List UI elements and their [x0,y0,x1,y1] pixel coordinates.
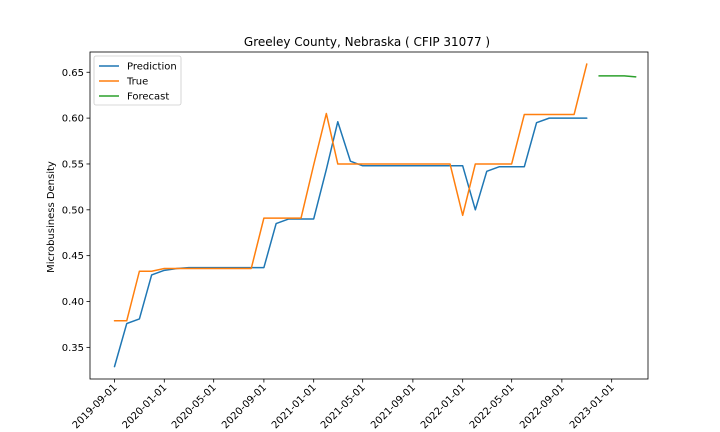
legend-label-true: True [126,77,148,88]
y-tick-label: 0.60 [62,114,84,125]
y-tick-label: 0.55 [62,159,84,170]
series-line-true [113,63,588,322]
plot-area [113,63,637,368]
series-line-forecast [598,75,637,78]
x-tick-label: 2020-01-01 [121,382,170,431]
x-tick-label: 2020-05-01 [170,382,219,431]
legend: Prediction True Forecast [93,55,182,106]
x-tick-label: 2023-01-01 [568,382,617,431]
x-tick-label: 2021-09-01 [369,382,418,431]
y-axis: 0.35 0.40 0.45 0.50 0.55 0.60 0.65 [62,68,90,354]
x-tick-label: 2020-09-01 [220,382,269,431]
y-tick-label: 0.40 [62,297,84,308]
y-tick-label: 0.35 [62,343,84,354]
y-axis-label: Microbusiness Density [46,161,57,273]
x-tick-label: 2019-09-01 [71,382,120,431]
series-line-prediction [113,117,588,368]
chart-title: Greeley County, Nebraska ( CFIP 31077 ) [244,35,490,49]
legend-label-forecast: Forecast [127,92,169,103]
axes-frame [89,51,649,380]
x-tick-label: 2022-05-01 [468,382,517,431]
x-axis: 2019-09-01 2020-01-01 2020-05-01 2020-09-01… [71,379,617,431]
x-tick-label: 2022-01-01 [419,382,468,431]
x-tick-label: 2022-09-01 [518,382,567,431]
y-tick-label: 0.45 [62,251,84,262]
legend-box [93,55,182,106]
y-tick-label: 0.50 [62,205,84,216]
x-tick-label: 2021-05-01 [319,382,368,431]
legend-label-prediction: Prediction [127,62,177,73]
y-tick-label: 0.65 [62,68,84,79]
x-tick-label: 2021-01-01 [270,382,319,431]
